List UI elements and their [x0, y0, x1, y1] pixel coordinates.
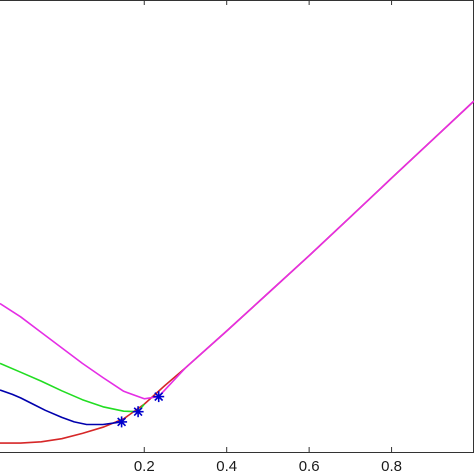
star-marker-2 [132, 406, 144, 418]
x-tick-label: 0.6 [299, 458, 320, 474]
x-tick-label: 0.4 [216, 458, 237, 474]
x-tick-label: 0.8 [381, 458, 402, 474]
x-tick-label: 0.2 [134, 458, 155, 474]
series-line-2 [0, 389, 122, 426]
marker-layer [116, 391, 165, 428]
star-marker-1 [116, 416, 128, 428]
star-marker-3 [153, 391, 165, 403]
tick-layer: 0.2 0.4 0.6 0.8 [134, 0, 402, 474]
